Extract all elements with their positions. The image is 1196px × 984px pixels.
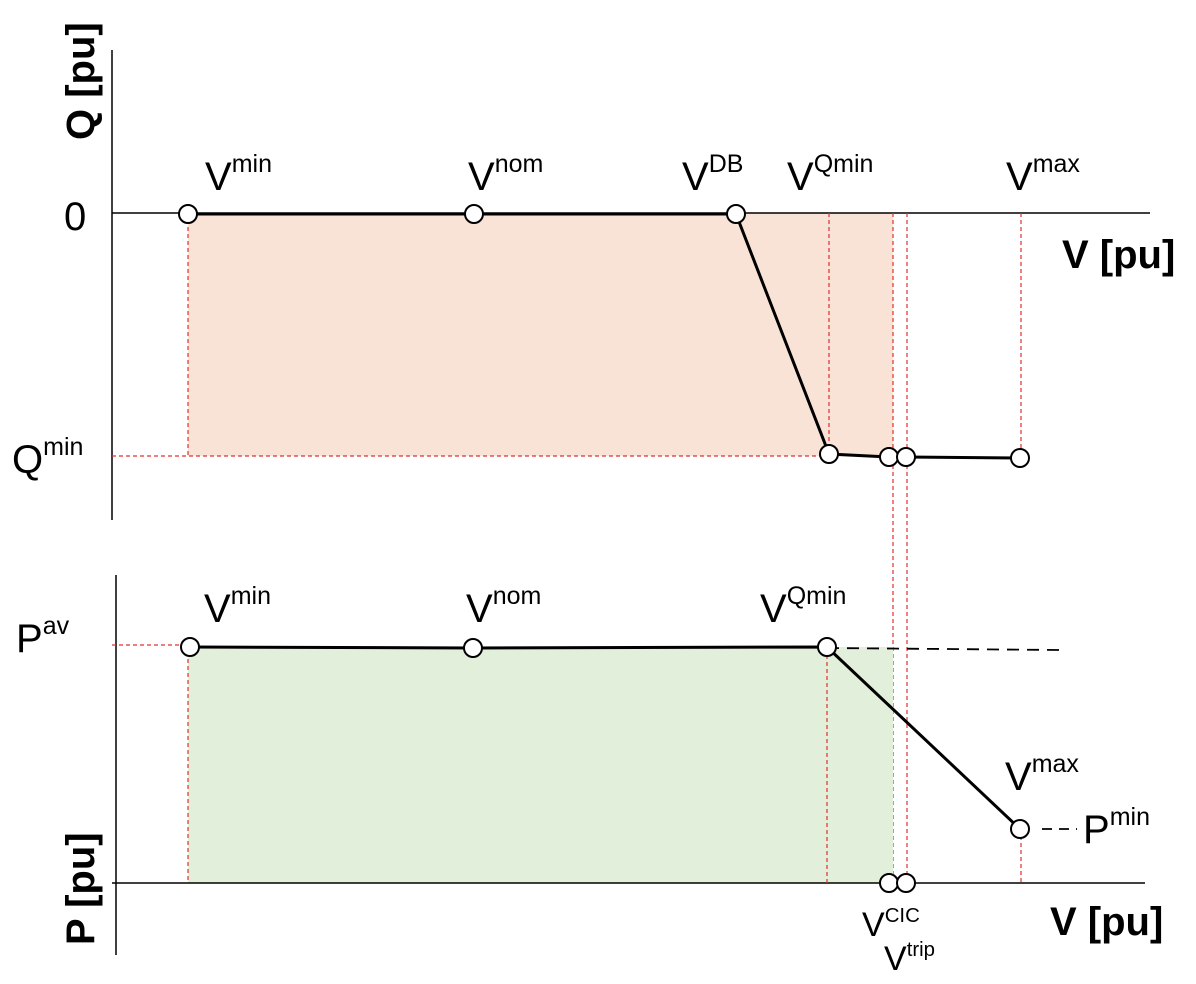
v-axis-title: V [pu]: [1062, 233, 1175, 277]
label-sup: min: [231, 582, 271, 610]
label-base: V: [884, 940, 907, 978]
q-axis-title: Q [pu]: [59, 22, 103, 140]
label-sup: nom: [495, 150, 544, 178]
label-base: V: [466, 587, 493, 631]
label-base: Q: [12, 438, 43, 482]
label: Qmin: [12, 433, 83, 482]
label: Vmin: [204, 582, 271, 631]
label: Vmax: [1006, 150, 1080, 199]
label: Vmin: [205, 150, 272, 199]
p-axis-title: P [pu]: [59, 832, 103, 945]
label: Vmax: [1005, 750, 1079, 799]
label-sup: av: [43, 612, 70, 640]
label-sup: min: [43, 433, 83, 461]
label-sup: min: [1110, 803, 1150, 831]
label-sup: DB: [709, 150, 744, 178]
p-points: [180, 637, 1030, 893]
guide-lines: [112, 213, 1022, 884]
label-sup: nom: [493, 582, 542, 610]
label-base: V: [862, 906, 885, 944]
label-base: V: [204, 587, 231, 631]
zero-label: 0: [64, 195, 86, 239]
label-base: V: [787, 155, 814, 199]
label-sup: trip: [907, 939, 935, 961]
q-region: [188, 213, 893, 456]
label: VCIC: [862, 905, 920, 944]
p-region: [188, 647, 893, 883]
label: VQmin: [760, 582, 846, 631]
label-base: V: [468, 155, 495, 199]
label: Pmin: [1083, 803, 1150, 852]
label-sup: max: [1033, 150, 1081, 178]
label-base: V: [205, 155, 232, 199]
label: Vnom: [466, 582, 541, 631]
label: Vtrip: [884, 939, 935, 978]
label: Pav: [16, 612, 70, 661]
label-sup: Qmin: [787, 582, 847, 610]
label-base: V: [1005, 755, 1032, 799]
label-base: P: [1083, 808, 1110, 852]
label: VQmin: [787, 150, 873, 199]
label-base: V: [760, 587, 787, 631]
label-sup: CIC: [885, 905, 920, 927]
label-sup: Qmin: [814, 150, 874, 178]
label: VDB: [682, 150, 743, 199]
p-curve: [189, 645, 1022, 831]
label-base: V: [682, 155, 709, 199]
v-axis-title: V [pu]: [1050, 900, 1163, 944]
label-sup: min: [232, 150, 272, 178]
label-base: P: [16, 617, 43, 661]
label-sup: max: [1032, 750, 1080, 778]
q-points: [178, 204, 1030, 468]
label-base: V: [1006, 155, 1033, 199]
label: Vnom: [468, 150, 543, 199]
